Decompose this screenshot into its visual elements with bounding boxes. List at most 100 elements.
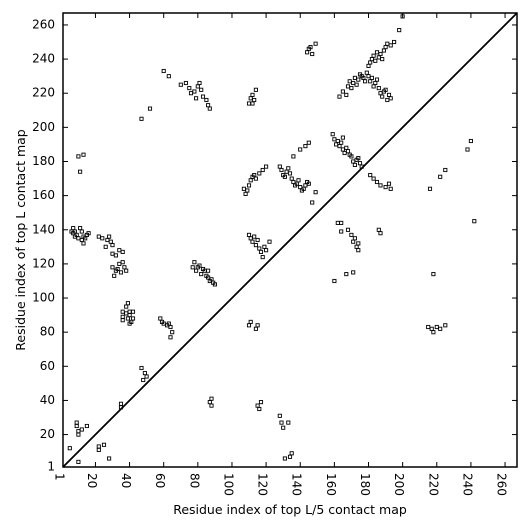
contact-point-below-diagonal <box>354 244 359 249</box>
contact-point-below-diagonal <box>76 432 81 437</box>
contact-point-below-diagonal <box>125 316 130 321</box>
contact-point-below-diagonal <box>431 272 436 277</box>
contact-point-above-diagonal <box>187 86 192 91</box>
contact-point-below-diagonal <box>127 313 132 318</box>
contact-point-above-diagonal <box>342 150 347 156</box>
contact-point-above-diagonal <box>241 186 246 191</box>
contact-point-above-diagonal <box>347 79 352 84</box>
contact-point-above-diagonal <box>252 97 257 103</box>
contact-point-below-diagonal <box>429 326 434 331</box>
contact-point-above-diagonal <box>373 58 378 63</box>
contact-point-above-diagonal <box>178 82 183 87</box>
contact-point-below-diagonal <box>141 377 146 383</box>
contact-point-above-diagonal <box>253 243 258 248</box>
contact-point-above-diagonal <box>110 243 115 248</box>
contact-point-above-diagonal <box>438 174 443 179</box>
x-tick-label: 240 <box>460 473 474 496</box>
contact-point-above-diagonal <box>386 92 392 97</box>
contact-point-above-diagonal <box>245 188 250 193</box>
contact-point-above-diagonal <box>286 166 291 171</box>
contact-point-above-diagonal <box>337 94 342 99</box>
y-tick-label: 40 <box>40 393 55 407</box>
contact-points <box>67 14 477 464</box>
contact-point-above-diagonal <box>366 63 371 68</box>
contact-point-above-diagonal <box>282 174 287 179</box>
contact-point-above-diagonal <box>371 53 376 58</box>
contact-point-above-diagonal <box>120 260 125 265</box>
contact-point-below-diagonal <box>74 420 79 425</box>
contact-point-above-diagonal <box>124 268 129 273</box>
contact-point-above-diagonal <box>248 178 253 183</box>
contact-point-above-diagonal <box>113 253 118 258</box>
contact-point-above-diagonal <box>368 60 373 65</box>
x-tick-label: 40 <box>119 473 133 488</box>
contact-point-above-diagonal <box>197 263 202 268</box>
x-tick-label: 120 <box>256 473 270 496</box>
contact-point-below-diagonal <box>129 319 134 324</box>
contact-point-above-diagonal <box>81 241 86 246</box>
contact-point-below-diagonal <box>120 309 125 314</box>
contact-point-below-diagonal <box>209 396 214 401</box>
contact-point-above-diagonal <box>376 55 381 60</box>
contact-point-below-diagonal <box>76 429 81 434</box>
contact-point-above-diagonal <box>248 96 253 101</box>
contact-point-above-diagonal <box>110 265 115 270</box>
contact-point-above-diagonal <box>392 39 397 45</box>
x-tick-label: 260 <box>495 473 509 496</box>
contact-point-above-diagonal <box>71 226 76 231</box>
contact-point-below-diagonal <box>209 403 214 408</box>
contact-point-above-diagonal <box>374 50 380 55</box>
contact-point-below-diagonal <box>248 319 253 324</box>
contact-point-above-diagonal <box>284 169 289 174</box>
contact-point-above-diagonal <box>363 79 368 84</box>
contact-point-above-diagonal <box>385 41 390 46</box>
contact-point-above-diagonal <box>388 43 393 48</box>
contact-point-above-diagonal <box>139 116 144 121</box>
y-tick-label: 1 <box>47 460 55 474</box>
contact-point-below-diagonal <box>356 241 361 246</box>
contact-point-above-diagonal <box>303 183 308 188</box>
contact-point-below-diagonal <box>345 227 351 232</box>
contact-point-above-diagonal <box>340 135 345 140</box>
contact-point-above-diagonal <box>258 249 264 254</box>
contact-point-below-diagonal <box>166 321 171 326</box>
contact-point-below-diagonal <box>351 270 356 275</box>
contact-point-above-diagonal <box>197 80 202 86</box>
contact-point-above-diagonal <box>388 96 393 101</box>
contact-point-above-diagonal <box>207 106 212 111</box>
contact-point-above-diagonal <box>250 92 255 97</box>
contact-point-above-diagonal <box>303 144 308 149</box>
contact-point-below-diagonal <box>287 454 293 459</box>
contact-point-below-diagonal <box>130 316 136 321</box>
contact-point-above-diagonal <box>298 147 303 152</box>
contact-point-below-diagonal <box>434 324 439 330</box>
contact-point-above-diagonal <box>260 255 265 260</box>
contact-point-below-diagonal <box>107 456 112 461</box>
contact-point-below-diagonal <box>253 326 258 331</box>
y-tick-label: 60 <box>40 359 55 373</box>
contact-point-above-diagonal <box>262 244 267 249</box>
contact-point-above-diagonal <box>248 236 253 241</box>
contact-point-above-diagonal <box>79 229 84 234</box>
contact-point-above-diagonal <box>147 106 153 111</box>
contact-point-above-diagonal <box>335 138 340 144</box>
contact-point-below-diagonal <box>438 326 443 331</box>
contact-point-below-diagonal <box>281 425 286 430</box>
contact-point-below-diagonal <box>246 323 252 328</box>
contact-point-above-diagonal <box>352 75 357 80</box>
contact-point-below-diagonal <box>96 447 101 452</box>
contact-point-above-diagonal <box>260 167 265 173</box>
contact-point-above-diagonal <box>443 167 448 173</box>
contact-point-below-diagonal <box>142 371 147 376</box>
y-tick-label: 160 <box>32 188 55 202</box>
contact-point-above-diagonal <box>252 234 257 239</box>
contact-point-below-diagonal <box>79 427 84 432</box>
contact-point-above-diagonal <box>388 186 393 191</box>
contact-point-above-diagonal <box>330 132 335 137</box>
contact-point-above-diagonal <box>194 96 199 101</box>
contact-point-above-diagonal <box>105 237 110 243</box>
contact-point-below-diagonal <box>282 456 287 461</box>
x-tick-label: 140 <box>290 473 304 496</box>
contact-point-above-diagonal <box>339 140 344 145</box>
